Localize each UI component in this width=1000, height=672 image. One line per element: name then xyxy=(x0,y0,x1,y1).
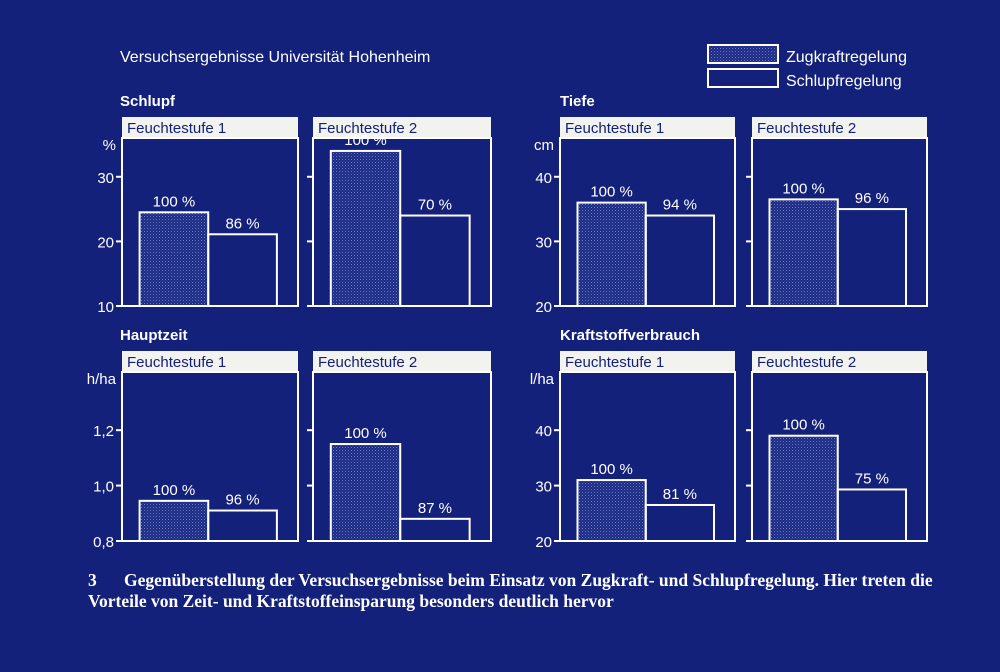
bar-value-label: 100 % xyxy=(590,461,633,478)
y-tick-label: 1,0 xyxy=(93,479,114,496)
main-title: Versuchsergebnisse Universität Hohenheim xyxy=(120,49,430,66)
y-tick-label: 10 xyxy=(97,299,114,316)
bar-schlupfregelung xyxy=(399,517,471,542)
y-tick-label: 20 xyxy=(97,234,114,251)
bar-value-label: 100 % xyxy=(782,180,825,197)
panel-header xyxy=(752,351,927,372)
bar-value-label: 94 % xyxy=(663,197,697,214)
y-axis-unit: cm xyxy=(534,137,554,154)
y-axis-unit: h/ha xyxy=(87,371,117,388)
y-tick-label: 0,8 xyxy=(93,534,114,551)
panel-label: Feuchtestufe 1 xyxy=(565,354,664,371)
panel-header xyxy=(122,117,298,138)
panel-header xyxy=(313,351,491,372)
caption-text: Gegenüberstellung der Versuchsergebnisse… xyxy=(88,570,933,611)
bar-zugkraftregelung xyxy=(768,198,839,307)
chart-title: Tiefe xyxy=(560,93,595,110)
bar-value-label: 100 % xyxy=(590,184,633,201)
bar-schlupfregelung xyxy=(836,488,907,542)
y-tick-label: 20 xyxy=(535,299,552,316)
chart-title: Hauptzeit xyxy=(120,327,188,344)
bar-value-label: 96 % xyxy=(855,190,889,207)
legend-swatch-schlupf xyxy=(707,68,779,88)
panel-label: Feuchtestufe 1 xyxy=(127,354,226,371)
panel-label: Feuchtestufe 2 xyxy=(318,120,417,137)
panel-header xyxy=(560,351,735,372)
y-axis-unit: % xyxy=(103,137,116,154)
bar-value-label: 100 % xyxy=(782,417,825,434)
panel-header xyxy=(122,351,298,372)
bar-schlupfregelung xyxy=(207,233,278,307)
y-tick-label: 20 xyxy=(535,534,552,551)
y-axis-unit: l/ha xyxy=(530,371,555,388)
panel-header xyxy=(313,117,491,138)
bar-schlupfregelung xyxy=(207,509,278,543)
y-tick-label: 40 xyxy=(535,423,552,440)
bar-value-label: 81 % xyxy=(663,486,697,503)
panel-label: Feuchtestufe 2 xyxy=(318,354,417,371)
bar-value-label: 87 % xyxy=(418,500,452,517)
bar-zugkraftregelung xyxy=(138,211,210,307)
bar-value-label: 86 % xyxy=(225,215,259,232)
legend-label-zugkraft: Zugkraftregelung xyxy=(786,49,907,66)
bar-zugkraftregelung xyxy=(329,149,402,307)
bar-value-label: 75 % xyxy=(855,470,889,487)
y-tick-label: 30 xyxy=(535,479,552,496)
bar-schlupfregelung xyxy=(644,214,715,308)
bar-value-label: 100 % xyxy=(344,132,387,149)
bar-schlupfregelung xyxy=(399,214,471,308)
bar-zugkraftregelung xyxy=(576,201,647,307)
bar-value-label: 70 % xyxy=(418,197,452,214)
bar-zugkraftregelung xyxy=(329,443,402,542)
chart-title: Kraftstoffverbrauch xyxy=(560,327,700,344)
bar-schlupfregelung xyxy=(836,208,907,307)
panel-label: Feuchtestufe 2 xyxy=(757,120,856,137)
y-tick-label: 30 xyxy=(535,234,552,251)
bar-value-label: 100 % xyxy=(153,482,196,499)
bar-zugkraftregelung xyxy=(768,434,839,542)
y-tick-label: 30 xyxy=(97,170,114,187)
chart-title: Schlupf xyxy=(120,93,176,110)
panel-header xyxy=(752,117,927,138)
panel-label: Feuchtestufe 2 xyxy=(757,354,856,371)
bar-value-label: 96 % xyxy=(225,492,259,509)
caption-number: 3 xyxy=(88,570,97,590)
y-tick-label: 1,2 xyxy=(93,423,114,440)
bar-value-label: 100 % xyxy=(153,193,196,210)
figure-caption: 3 Gegenüberstellung der Versuchsergebniss… xyxy=(88,570,938,612)
bar-value-label: 100 % xyxy=(344,425,387,442)
panel-label: Feuchtestufe 1 xyxy=(565,120,664,137)
y-tick-label: 40 xyxy=(535,170,552,187)
panel-header xyxy=(560,117,735,138)
legend-label-schlupf: Schlupfregelung xyxy=(786,73,902,90)
panel-label: Feuchtestufe 1 xyxy=(127,120,226,137)
bar-schlupfregelung xyxy=(644,503,715,543)
bar-zugkraftregelung xyxy=(576,479,647,543)
legend-swatch-zugkraft xyxy=(707,44,779,64)
bar-zugkraftregelung xyxy=(138,499,210,543)
